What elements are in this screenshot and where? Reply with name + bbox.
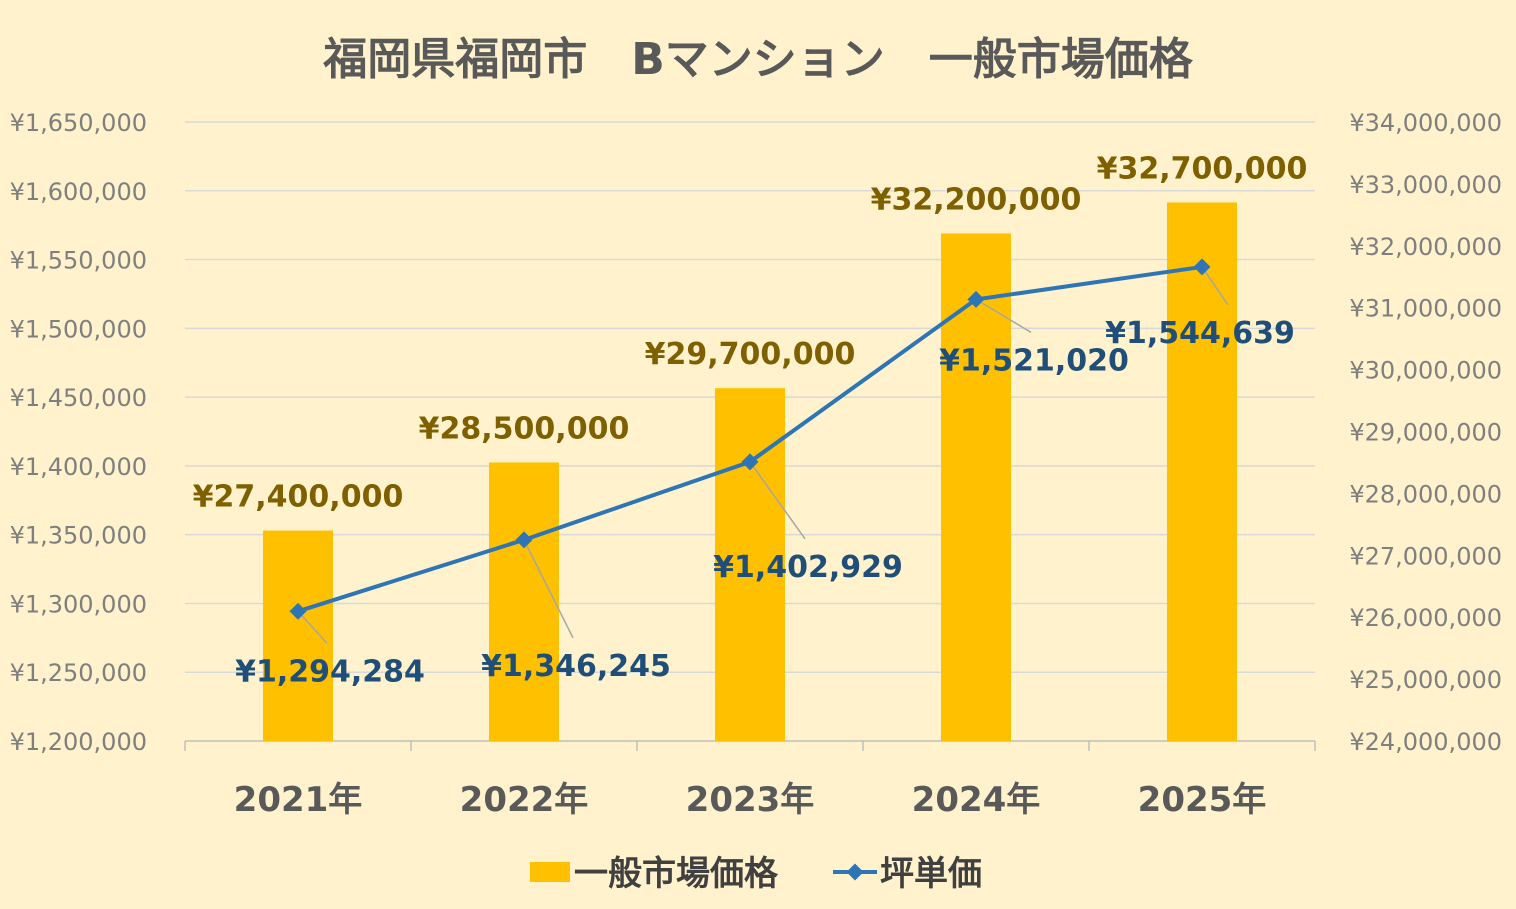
legend-swatch-bar	[530, 862, 570, 882]
right-axis-tick-label: ¥24,000,000	[1349, 728, 1502, 756]
right-axis-tick-label: ¥25,000,000	[1349, 666, 1502, 694]
data-labels: ¥27,400,000 ¥28,500,000 ¥29,700,000 ¥32,200…	[193, 151, 1308, 689]
bar-data-label: ¥28,500,000	[419, 411, 630, 446]
line-data-label: ¥1,346,245	[481, 649, 671, 684]
legend-label-line: 坪単価	[880, 854, 982, 894]
line-point-marker	[741, 453, 759, 471]
left-axis-tick-label: ¥1,450,000	[10, 384, 147, 412]
legend-swatch-marker	[846, 863, 864, 881]
bar	[263, 530, 333, 741]
left-axis-tick-label: ¥1,400,000	[10, 453, 147, 481]
bar	[941, 233, 1011, 742]
label-leader-line	[523, 539, 574, 639]
line-point-marker	[515, 531, 533, 549]
line-point-marker	[289, 602, 307, 620]
right-axis-tick-label: ¥31,000,000	[1349, 295, 1502, 323]
right-axis-tick-label: ¥34,000,000	[1349, 109, 1502, 137]
bar-data-label: ¥27,400,000	[193, 480, 404, 515]
right-axis-tick-label: ¥32,000,000	[1349, 233, 1502, 261]
line-point-marker	[967, 290, 985, 308]
left-axis-tick-label: ¥1,550,000	[10, 247, 147, 275]
line-data-label: ¥1,544,639	[1105, 316, 1295, 351]
label-leader-line	[1201, 266, 1229, 306]
axes: ¥1,200,000 ¥1,250,000 ¥1,300,000 ¥1,350,000…	[10, 109, 1502, 820]
right-axis-tick-label: ¥29,000,000	[1349, 419, 1502, 447]
bar-data-label: ¥29,700,000	[645, 337, 856, 372]
x-axis-tick-label: 2022年	[460, 780, 589, 820]
left-axis-tick-label: ¥1,300,000	[10, 590, 147, 618]
bar-data-label: ¥32,700,000	[1097, 151, 1308, 186]
left-axis-tick-label: ¥1,600,000	[10, 178, 147, 206]
x-axis-tick-label: 2021年	[234, 780, 363, 820]
bar-data-label: ¥32,200,000	[871, 182, 1082, 217]
right-axis-tick-label: ¥26,000,000	[1349, 604, 1502, 632]
left-axis-tick-label: ¥1,250,000	[10, 659, 147, 687]
left-axis-tick-label: ¥1,200,000	[10, 728, 147, 756]
x-axis-tick-label: 2025年	[1138, 780, 1267, 820]
right-axis-tick-label: ¥30,000,000	[1349, 357, 1502, 385]
label-leader-line	[975, 298, 1032, 334]
right-axis-tick-label: ¥27,000,000	[1349, 542, 1502, 570]
left-axis-tick-label: ¥1,650,000	[10, 109, 147, 137]
x-axis-tick-label: 2024年	[912, 780, 1041, 820]
left-axis-tick-label: ¥1,350,000	[10, 522, 147, 550]
left-axis-tick-label: ¥1,500,000	[10, 315, 147, 343]
line-data-label: ¥1,294,284	[235, 654, 425, 689]
label-leader-line	[749, 461, 806, 540]
x-axis-tick-label: 2023年	[686, 780, 815, 820]
line-data-label: ¥1,402,929	[713, 550, 903, 585]
bar	[1167, 202, 1237, 742]
legend-label-bar: 一般市場価格	[574, 854, 779, 894]
bar	[489, 462, 559, 741]
line-data-label: ¥1,521,020	[939, 343, 1129, 378]
legend: 一般市場価格 坪単価	[530, 854, 982, 894]
chart-title: 福岡県福岡市 Bマンション 一般市場価格	[322, 34, 1194, 85]
right-axis-tick-label: ¥33,000,000	[1349, 171, 1502, 199]
label-leader-line	[297, 610, 328, 644]
right-axis-tick-label: ¥28,000,000	[1349, 480, 1502, 508]
